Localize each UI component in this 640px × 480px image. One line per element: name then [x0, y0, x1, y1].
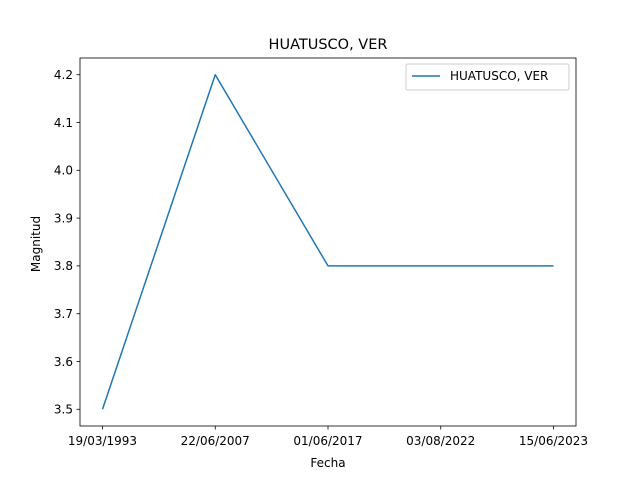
x-tick-label: 03/08/2022	[406, 434, 475, 448]
x-tick-label: 15/06/2023	[519, 434, 588, 448]
y-tick-label: 3.7	[54, 307, 73, 321]
y-tick-label: 4.2	[54, 68, 73, 82]
legend-box	[405, 63, 570, 91]
plot-area: 19/03/1993 22/06/2007 01/06/2017 03/08/2022…	[54, 57, 588, 448]
x-tick-label: 22/06/2007	[181, 434, 250, 448]
y-tick-label: 4.1	[54, 116, 73, 130]
y-tick-label: 3.9	[54, 211, 73, 225]
legend: HUATUSCO, VER	[405, 63, 570, 91]
chart-title: HUATUSCO, VER	[269, 37, 388, 53]
y-tick-label: 4.0	[54, 164, 73, 178]
y-tick-label: 3.5	[54, 403, 73, 417]
x-tick-label: 19/03/1993	[68, 434, 137, 448]
legend-label: HUATUSCO, VER	[450, 69, 548, 83]
y-tick-label: 3.6	[54, 355, 73, 369]
series-line	[101, 73, 554, 410]
y-tick-label: 3.8	[54, 259, 73, 273]
x-tick-label: 01/06/2017	[293, 434, 362, 448]
x-axis-label: Fecha	[310, 456, 345, 470]
y-axis-label: Magnitud	[29, 216, 43, 272]
